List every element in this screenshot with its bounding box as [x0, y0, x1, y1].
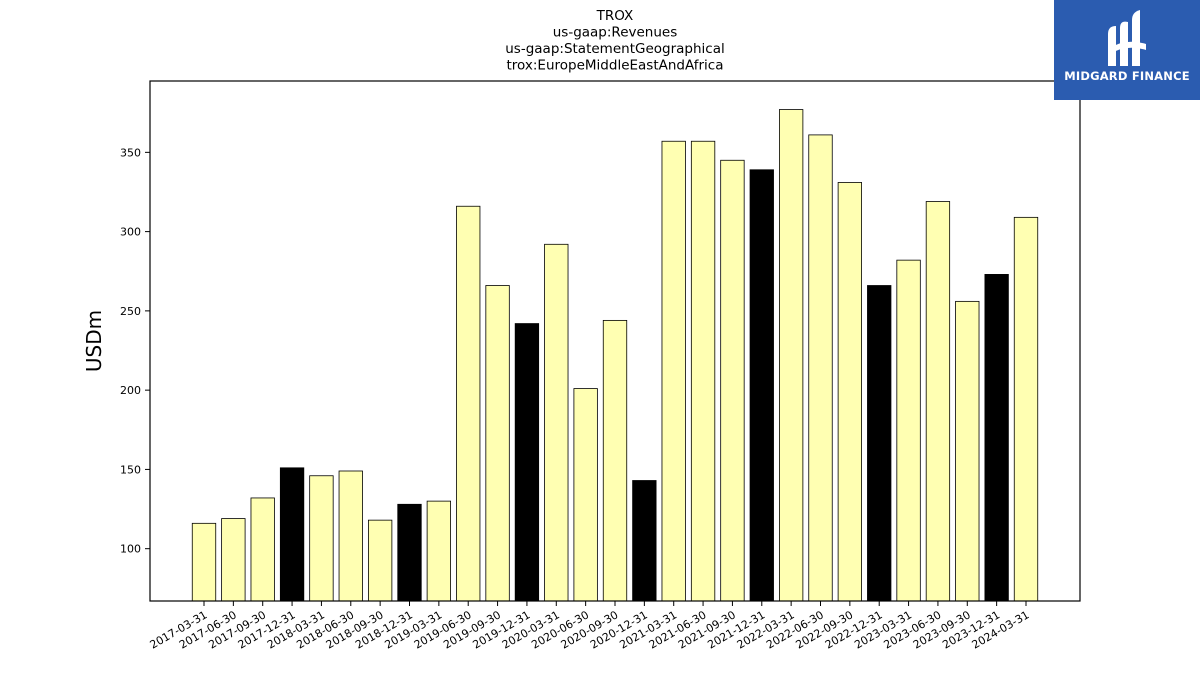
- title-line: trox:EuropeMiddleEastAndAfrica: [507, 58, 724, 74]
- y-tick-label: 150: [120, 463, 141, 476]
- bar-2020-09-30: [602, 319, 628, 602]
- title-line: TROX: [596, 8, 634, 24]
- y-tick-label: 300: [120, 226, 141, 239]
- bar-2021-09-30: [720, 159, 745, 602]
- bar-2019-06-30: [456, 205, 481, 602]
- y-tick-label: 350: [120, 146, 141, 159]
- chart-title: TROXus-gaap:Revenuesus-gaap:StatementGeo…: [505, 8, 724, 74]
- bar-2017-06-30: [221, 518, 246, 602]
- bar-2019-09-30: [485, 285, 510, 602]
- bar-2019-12-31: [514, 323, 540, 602]
- bar-2022-12-31: [867, 285, 892, 602]
- bar-2019-03-31: [426, 500, 452, 602]
- bar-2022-03-31: [779, 109, 804, 602]
- bar-2023-09-30: [955, 300, 980, 602]
- midgard-logo-mark-icon: [1108, 10, 1146, 67]
- title-line: us-gaap:StatementGeographical: [505, 41, 724, 57]
- bars: [191, 109, 1039, 602]
- bar-2018-12-31: [397, 503, 422, 602]
- bar-2020-06-30: [573, 388, 598, 602]
- bar-2020-12-31: [632, 480, 657, 602]
- bar-2017-12-31: [279, 467, 305, 602]
- midgard-finance-logo: MIDGARD FINANCE: [1054, 0, 1200, 100]
- bar-2021-06-30: [690, 140, 716, 602]
- logo-text: MIDGARD FINANCE: [1064, 69, 1190, 83]
- x-axis-ticks: 2017-03-312017-06-302017-09-302017-12-31…: [148, 601, 1032, 652]
- bar-2024-03-31: [1013, 216, 1039, 602]
- bar-2018-06-30: [338, 470, 363, 602]
- bar-2021-12-31: [749, 169, 774, 602]
- y-axis-ticks: 100 150 200 250 300 350: [120, 146, 150, 556]
- bar-2017-09-30: [250, 497, 275, 602]
- y-tick-label: 200: [120, 384, 141, 397]
- bar-2020-03-31: [544, 243, 569, 602]
- bar-2018-09-30: [367, 519, 393, 602]
- bar-2022-06-30: [808, 134, 833, 602]
- bar-2023-06-30: [925, 201, 951, 602]
- y-axis-label: USDm: [82, 310, 106, 372]
- y-tick-label: 250: [120, 305, 141, 318]
- bar-2023-03-31: [896, 259, 921, 602]
- bar-2022-09-30: [837, 182, 862, 602]
- y-tick-label: 100: [120, 543, 141, 556]
- bar-2023-12-31: [984, 274, 1009, 602]
- title-line: us-gaap:Revenues: [553, 25, 678, 41]
- bar-2021-03-31: [661, 140, 686, 602]
- bar-2018-03-31: [309, 475, 334, 602]
- bar-2017-03-31: [191, 522, 217, 602]
